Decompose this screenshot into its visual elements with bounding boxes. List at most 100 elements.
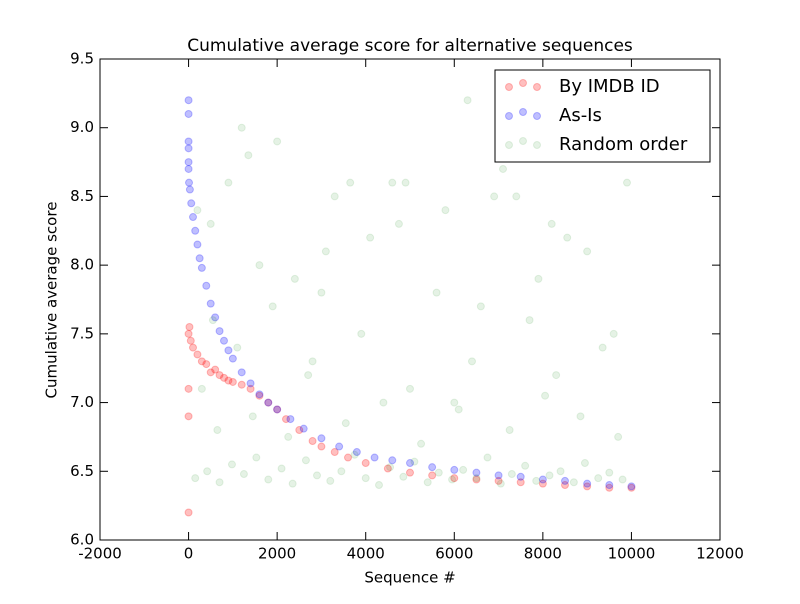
scatter-point	[337, 467, 346, 476]
scatter-point	[282, 415, 290, 424]
scatter-point	[233, 343, 242, 352]
x-axis-label: Sequence #	[364, 569, 455, 587]
scatter-point	[193, 206, 202, 215]
y-tick-label: 9.0	[70, 118, 94, 136]
scatter-point	[605, 483, 614, 492]
scatter-point	[428, 463, 437, 472]
scatter-point	[401, 178, 410, 187]
scatter-point	[556, 467, 565, 476]
scatter-point	[208, 316, 217, 325]
x-tick-label: 2000	[258, 545, 296, 563]
scatter-point	[375, 481, 383, 490]
scatter-point	[189, 213, 197, 222]
legend-label: Random order	[559, 134, 688, 155]
scatter-point	[191, 226, 200, 235]
x-tick-label: 0	[184, 545, 194, 563]
scatter-point	[228, 354, 237, 363]
scatter-point	[505, 426, 514, 435]
scatter-point	[450, 398, 459, 407]
scatter-point	[330, 192, 339, 201]
scatter-point	[184, 137, 193, 146]
scatter-point	[193, 240, 202, 249]
scatter-point	[286, 415, 295, 424]
scatter-point	[317, 442, 326, 451]
scatter-point	[576, 412, 585, 421]
scatter-point	[228, 377, 237, 386]
scatter-point	[344, 453, 352, 462]
y-tick-label: 9.5	[70, 50, 94, 68]
scatter-point	[284, 432, 293, 441]
scatter-point	[609, 329, 618, 338]
scatter-point	[326, 476, 335, 485]
scatter-point	[346, 178, 355, 187]
scatter-point	[563, 233, 572, 242]
scatter-point	[516, 478, 525, 487]
scatter-point	[184, 96, 193, 105]
scatter-point	[388, 178, 397, 187]
scatter-point	[197, 263, 206, 272]
scatter-point	[341, 419, 350, 428]
scatter-point	[423, 478, 432, 487]
scatter-point	[244, 151, 253, 160]
scatter-point	[547, 219, 556, 228]
scatter-point	[545, 471, 554, 480]
scatter-point	[184, 329, 193, 338]
scatter-point	[499, 164, 507, 173]
scatter-point	[273, 137, 282, 146]
x-tick-label: 6000	[435, 545, 473, 563]
chart-title: Cumulative average score for alternative…	[187, 36, 633, 56]
scatter-point	[220, 336, 228, 345]
scatter-point	[450, 474, 459, 483]
scatter-point	[215, 478, 224, 487]
scatter-point	[252, 453, 261, 462]
scatter-point	[184, 144, 193, 153]
scatter-point	[532, 476, 541, 485]
scatter-point	[352, 448, 361, 457]
scatter-point	[206, 219, 215, 228]
scatter-point	[187, 199, 196, 208]
x-tick-label: 10000	[608, 545, 656, 563]
scatter-point	[197, 384, 206, 393]
scatter-point	[184, 412, 193, 421]
scatter-point	[295, 426, 304, 435]
scatter-point	[220, 373, 228, 382]
legend-marker	[519, 108, 527, 116]
legend-marker	[533, 141, 541, 149]
scatter-point	[197, 357, 206, 366]
y-tick-label: 8.0	[70, 256, 94, 274]
scatter-point	[255, 391, 264, 400]
scatter-point	[534, 274, 543, 283]
scatter-point	[583, 247, 592, 256]
scatter-point	[290, 274, 299, 283]
scatter-point	[379, 398, 388, 407]
scatter-point	[361, 474, 370, 483]
scatter-point	[472, 474, 481, 483]
scatter-point	[507, 470, 516, 479]
scatter-point	[330, 448, 339, 457]
scatter-point	[239, 470, 248, 479]
scatter-point	[304, 371, 313, 380]
legend-box	[494, 69, 711, 163]
scatter-point	[195, 254, 204, 263]
x-tick-label: 12000	[696, 545, 744, 563]
plot-frame	[99, 58, 721, 541]
scatter-point	[441, 206, 450, 215]
scatter-point	[627, 482, 636, 491]
scatter-point	[525, 316, 534, 325]
scatter-point	[206, 299, 215, 308]
scatter-point	[468, 357, 476, 366]
scatter-point	[246, 384, 255, 393]
scatter-point	[496, 479, 505, 488]
scatter-point	[406, 468, 414, 477]
scatter-point	[215, 371, 224, 380]
scatter-point	[594, 474, 603, 483]
scatter-point	[463, 96, 472, 105]
scatter-point	[255, 390, 264, 399]
scatter-point	[614, 432, 623, 441]
legend-marker	[505, 83, 513, 91]
scatter-point	[224, 178, 233, 187]
scatter-point	[264, 398, 273, 407]
x-tick-label: 8000	[524, 545, 562, 563]
scatter-point	[184, 158, 193, 167]
